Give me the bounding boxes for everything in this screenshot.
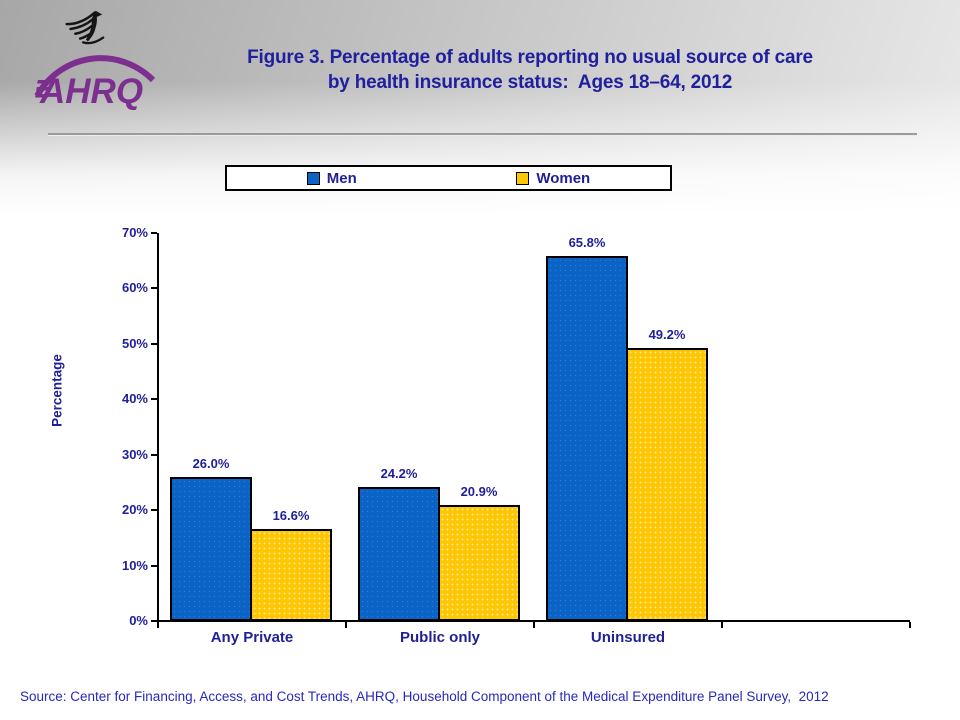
y-tick-mark (151, 398, 157, 401)
y-tick-label: 70% (121, 225, 148, 240)
hhs-eagle-icon (65, 10, 105, 45)
bar-men-public-only (358, 486, 440, 621)
ahrq-wordmark: AHRQ (34, 55, 156, 110)
x-tick-mark (533, 622, 535, 628)
y-tick-label: 20% (121, 502, 148, 518)
y-tick-mark (151, 620, 157, 622)
figure-title: Figure 3. Percentage of adults reporting… (105, 45, 955, 95)
bar-women-public-only (438, 505, 520, 621)
source-note: Source: Center for Financing, Access, an… (20, 689, 829, 704)
bar-value-label: 49.2% (648, 327, 686, 343)
bar-women-any-private (250, 529, 332, 621)
legend-label: Women (536, 169, 591, 187)
bar-men-any-private (170, 476, 252, 621)
y-tick-label: 30% (121, 446, 148, 462)
bar-men-uninsured (546, 256, 628, 621)
y-tick-label: 0% (129, 613, 148, 628)
plot-area: 26.0% 16.6% 24.2% 20.9% 65.8% 49.2% (158, 233, 910, 621)
header-divider (48, 133, 917, 136)
bar-women-uninsured (626, 348, 708, 621)
y-tick-mark (151, 509, 157, 512)
figure-title-line2: by health insurance status: Ages 18–64, … (327, 72, 733, 93)
category-label-uninsured: Uninsured (590, 629, 666, 646)
legend-swatch-men (306, 171, 320, 185)
y-tick-label: 10% (121, 557, 148, 573)
y-tick-label: 50% (121, 335, 148, 351)
x-tick-mark (157, 622, 159, 628)
x-tick-mark (345, 622, 347, 628)
legend-item-men: Men (306, 169, 357, 187)
bar-value-label: 24.2% (380, 465, 418, 481)
category-label-any-private: Any Private (210, 629, 294, 646)
y-tick-mark (151, 287, 157, 290)
x-tick-mark (721, 622, 723, 628)
y-axis-line (157, 233, 159, 622)
chart-legend: Men Women (225, 165, 672, 191)
bar-value-label: 16.6% (272, 508, 310, 523)
legend-swatch-women (516, 171, 530, 185)
bar-value-label: 26.0% (192, 455, 230, 471)
legend-label: Men (326, 169, 357, 187)
logo-speed-stripes (35, 80, 51, 98)
bar-value-label: 65.8% (568, 235, 606, 251)
y-tick-label: 40% (121, 391, 148, 407)
category-label-public-only: Public only (399, 629, 480, 646)
bar-value-label: 20.9% (460, 484, 498, 500)
y-tick-mark (151, 232, 157, 234)
y-tick-mark (151, 453, 157, 456)
x-axis-line (157, 620, 910, 622)
legend-item-women: Women (516, 170, 590, 187)
y-tick-mark (151, 342, 157, 345)
logo-text: AHRQ (39, 72, 143, 110)
y-tick-label: 60% (121, 280, 148, 296)
ahrq-logo: AHRQ (34, 6, 164, 116)
x-tick-mark (909, 622, 911, 628)
y-tick-mark (151, 564, 157, 567)
figure-title-line1: Figure 3. Percentage of adults reporting… (247, 47, 813, 68)
